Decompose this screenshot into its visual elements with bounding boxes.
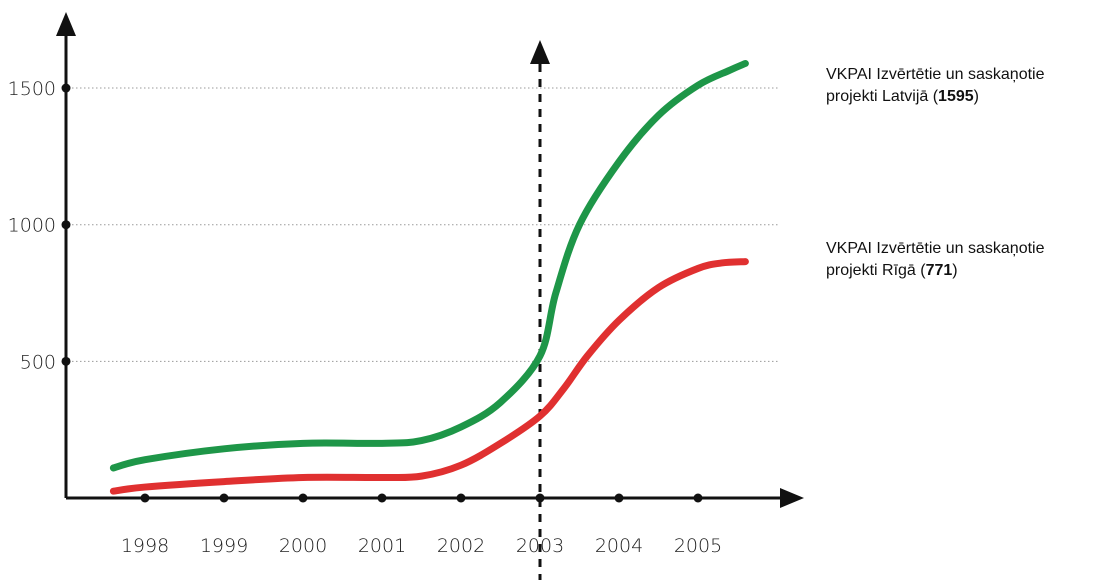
- marker-arrow: [530, 40, 550, 64]
- legend-suffix-riga: ): [952, 262, 958, 279]
- legend-value-latvia: 1595: [938, 88, 974, 105]
- y-tick-label-1000: 1000: [8, 215, 56, 237]
- x-ticks: 1998 1999 2000 2001 2002 2003 2004 2005: [121, 493, 722, 557]
- x-tick-mark-1998: [140, 493, 150, 503]
- x-axis-arrow: [780, 488, 804, 508]
- x-tick-mark-2004: [614, 493, 624, 503]
- x-tick-label-1998: 1998: [121, 535, 169, 557]
- y-tick-mark-500: [61, 356, 71, 366]
- axes: [56, 12, 804, 508]
- y-tick-mark-1500: [61, 83, 71, 93]
- series-lines: [109, 59, 749, 495]
- y-ticks: 500 1000 1500: [8, 78, 71, 373]
- series-line-riga: [109, 258, 749, 495]
- x-tick-label-2002: 2002: [437, 535, 485, 557]
- gridlines: [72, 87, 780, 362]
- legend-value-riga: 771: [925, 262, 953, 279]
- y-tick-mark-1000: [61, 220, 71, 230]
- x-tick-mark-1999: [219, 493, 229, 503]
- marker-line-2003: [530, 40, 550, 580]
- y-axis-arrow: [56, 12, 76, 36]
- y-tick-label-1500: 1500: [8, 78, 56, 100]
- x-tick-label-2003: 2003: [516, 535, 564, 557]
- y-tick-label-500: 500: [20, 351, 56, 373]
- legend-entry-riga: VKPAI Izvērtētie un saskaņotie projekti …: [826, 238, 1096, 282]
- legend-entry-latvia: VKPAI Izvērtētie un saskaņotie projekti …: [826, 64, 1096, 108]
- x-tick-label-1999: 1999: [200, 535, 248, 557]
- x-tick-label-2005: 2005: [674, 535, 722, 557]
- x-tick-mark-2005: [693, 493, 703, 503]
- x-tick-label-2004: 2004: [595, 535, 643, 557]
- x-tick-label-2001: 2001: [358, 535, 406, 557]
- legend-text-riga: VKPAI Izvērtētie un saskaņotie projekti …: [826, 240, 1045, 279]
- x-tick-mark-2003: [535, 493, 545, 503]
- x-tick-mark-2002: [456, 493, 466, 503]
- legend-text-latvia: VKPAI Izvērtētie un saskaņotie projekti …: [826, 66, 1045, 105]
- x-tick-mark-2001: [377, 493, 387, 503]
- x-tick-label-2000: 2000: [279, 535, 327, 557]
- x-tick-mark-2000: [298, 493, 308, 503]
- legend-suffix-latvia: ): [973, 88, 979, 105]
- series-line-latvia: [109, 59, 749, 472]
